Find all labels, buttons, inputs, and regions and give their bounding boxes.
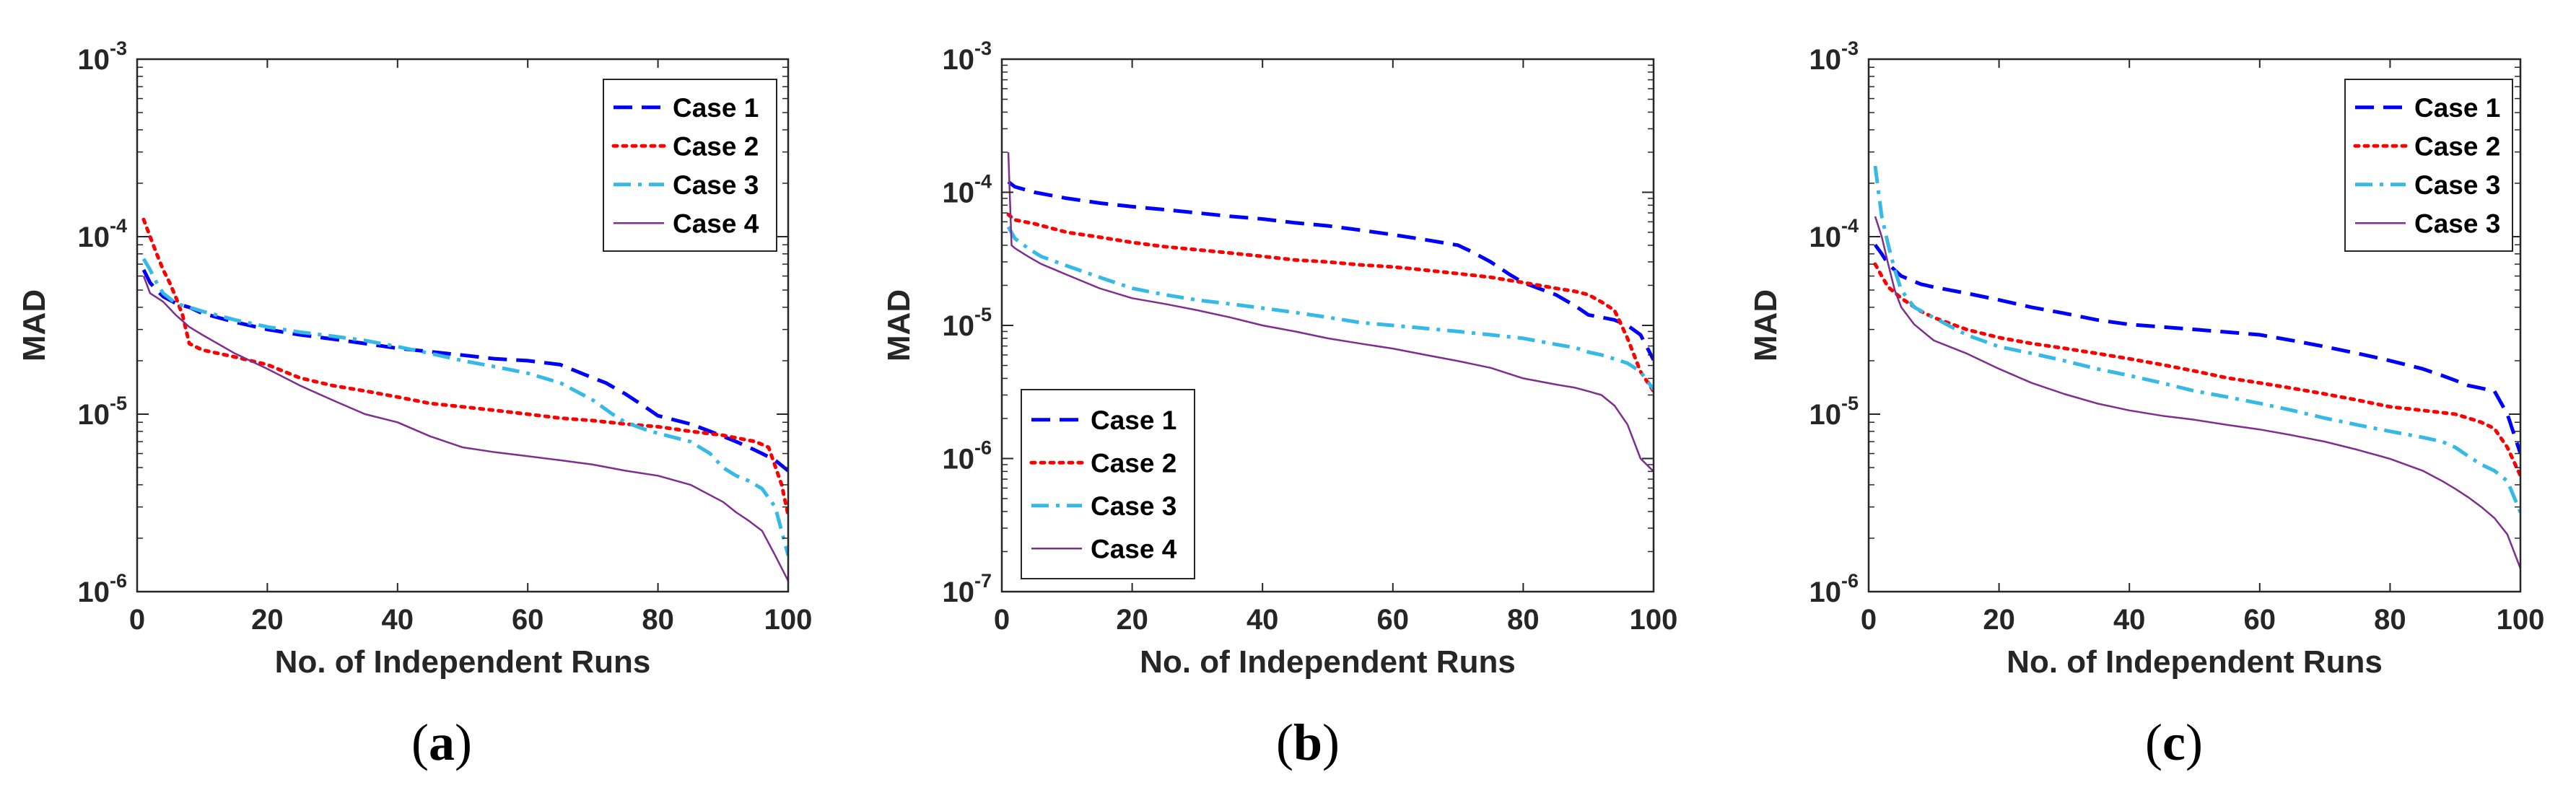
x-tick-label: 20 bbox=[1983, 604, 2015, 636]
y-tick-label: 10-6 bbox=[77, 570, 127, 608]
legend-label-4: Case 3 bbox=[2414, 209, 2500, 238]
chart-panel-b: 0 20 40 60 80 100 10-7 10-6 10-5 10-4 10-3 No. of I… bbox=[881, 38, 1677, 771]
x-axis-label: No. of Independent Runs bbox=[1140, 644, 1516, 680]
x-tick-label: 0 bbox=[1861, 604, 1877, 636]
legend-label-1: Case 1 bbox=[673, 93, 759, 123]
legend: Case 1 Case 2 Case 3 Case 3 bbox=[2344, 79, 2513, 252]
x-tick-label: 100 bbox=[764, 604, 813, 636]
x-tick-label: 40 bbox=[1246, 604, 1279, 636]
x-tick-label: 80 bbox=[1507, 604, 1540, 636]
legend-label-4: Case 4 bbox=[1091, 534, 1177, 564]
axes-frame bbox=[136, 58, 790, 593]
legend-label-2: Case 2 bbox=[673, 131, 759, 161]
series-line-3 bbox=[1873, 165, 2520, 513]
y-axis-label: MAD bbox=[881, 289, 917, 361]
x-tick-label: 0 bbox=[994, 604, 1010, 636]
y-tick-label: 10-3 bbox=[1809, 38, 1859, 76]
y-tick-label: 10-6 bbox=[942, 437, 992, 475]
legend-label-1: Case 1 bbox=[1091, 405, 1176, 435]
legend: Case 1 Case 2 Case 3 Case 4 bbox=[603, 79, 777, 252]
panel-label: (c) bbox=[2145, 714, 2203, 771]
y-tick-label: 10-6 bbox=[1809, 570, 1859, 608]
series-line-1 bbox=[1007, 180, 1654, 361]
series-line-2 bbox=[1006, 212, 1654, 393]
x-axis-label: No. of Independent Runs bbox=[2007, 644, 2383, 680]
y-tick-label: 10-3 bbox=[77, 38, 127, 76]
series-line-1 bbox=[141, 268, 788, 473]
y-tick-label: 10-5 bbox=[1809, 393, 1859, 431]
series-line-4 bbox=[142, 276, 788, 582]
series-line-3 bbox=[1006, 226, 1654, 391]
x-axis-label: No. of Independent Runs bbox=[275, 644, 651, 680]
series-line-4 bbox=[1874, 216, 2520, 569]
y-tick-label: 10-4 bbox=[942, 171, 992, 209]
legend-label-4: Case 4 bbox=[673, 209, 759, 238]
panel-label: (a) bbox=[411, 714, 472, 771]
axes-frame bbox=[1867, 58, 2522, 593]
series-line-4 bbox=[1007, 152, 1654, 473]
x-tick-label: 80 bbox=[2374, 604, 2406, 636]
x-tick-label: 60 bbox=[2244, 604, 2276, 636]
legend-label-1: Case 1 bbox=[2414, 93, 2500, 123]
y-tick-label: 10-5 bbox=[942, 304, 992, 342]
y-tick-label: 10-3 bbox=[942, 38, 992, 76]
axes-frame bbox=[1000, 58, 1655, 593]
x-tick-label: 20 bbox=[1116, 604, 1148, 636]
x-tick-label: 40 bbox=[382, 604, 414, 636]
panel-label: (b) bbox=[1276, 714, 1340, 771]
x-tick-label: 60 bbox=[512, 604, 544, 636]
y-tick-label: 10-5 bbox=[77, 393, 127, 431]
x-tick-label: 80 bbox=[642, 604, 674, 636]
x-tick-label: 0 bbox=[129, 604, 145, 636]
chart-panel-a: 0 20 40 60 80 100 10-6 10-5 10-4 10-3 No. of Indep… bbox=[17, 38, 812, 771]
series-line-1 bbox=[1873, 243, 2520, 455]
y-tick-label: 10-4 bbox=[1809, 215, 1859, 253]
legend-label-3: Case 3 bbox=[2414, 170, 2500, 200]
series-line-2 bbox=[1873, 262, 2520, 478]
legend-label-3: Case 3 bbox=[673, 170, 759, 200]
chart-panel-c: 0 20 40 60 80 100 10-6 10-5 10-4 10-3 No. of Indep… bbox=[1748, 38, 2544, 771]
y-axis-label: MAD bbox=[17, 289, 52, 361]
legend: Case 1 Case 2 Case 3 Case 4 bbox=[1021, 389, 1195, 579]
x-tick-label: 60 bbox=[1377, 604, 1410, 636]
legend-label-2: Case 2 bbox=[1091, 448, 1176, 478]
legend-label-2: Case 2 bbox=[2414, 131, 2500, 161]
y-tick-label: 10-7 bbox=[942, 570, 992, 608]
x-tick-label: 100 bbox=[1630, 604, 1678, 636]
x-tick-label: 40 bbox=[2113, 604, 2146, 636]
series-line-2 bbox=[141, 217, 788, 517]
legend-label-3: Case 3 bbox=[1091, 491, 1176, 521]
x-tick-label: 100 bbox=[2497, 604, 2545, 636]
y-tick-label: 10-4 bbox=[77, 215, 127, 253]
y-axis-label: MAD bbox=[1748, 289, 1783, 361]
x-tick-label: 20 bbox=[251, 604, 284, 636]
